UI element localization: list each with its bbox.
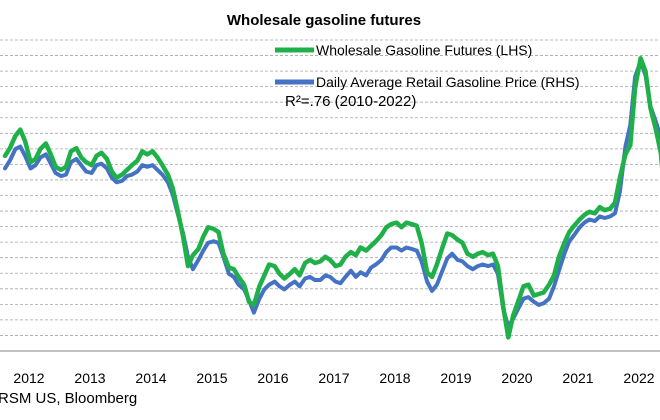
- x-axis-ticks: 2012 2013 2014 2015 2016 2017 2018 2019 2020 2021…: [13, 370, 654, 386]
- gridlines: [0, 39, 660, 336]
- x-tick-label: 2020: [501, 370, 532, 386]
- chart-title: Wholesale gasoline futures: [227, 12, 421, 29]
- legend: Wholesale Gasoline Futures (LHS) Daily A…: [275, 42, 580, 90]
- x-tick-label: 2018: [379, 370, 410, 386]
- series-line-wholesale: [2, 55, 660, 340]
- legend-label-wholesale: Wholesale Gasoline Futures (LHS): [316, 42, 532, 58]
- x-tick-label: 2021: [562, 370, 593, 386]
- x-tick-label: 2012: [13, 370, 44, 386]
- x-tick-label: 2019: [440, 370, 471, 386]
- source-label: RSM US, Bloomberg: [0, 390, 137, 407]
- x-tick-label: 2013: [74, 370, 105, 386]
- legend-label-retail: Daily Average Retail Gasoline Price (RHS…: [316, 74, 580, 90]
- x-tick-label: 2022: [623, 370, 654, 386]
- x-tick-label: 2017: [318, 370, 349, 386]
- r-squared-annotation: R²=.76 (2010-2022): [285, 93, 416, 110]
- series-line-retail: [3, 59, 660, 329]
- x-tick-label: 2014: [135, 370, 166, 386]
- x-tick-label: 2016: [257, 370, 288, 386]
- x-tick-label: 2015: [196, 370, 227, 386]
- series-layer: [2, 55, 660, 340]
